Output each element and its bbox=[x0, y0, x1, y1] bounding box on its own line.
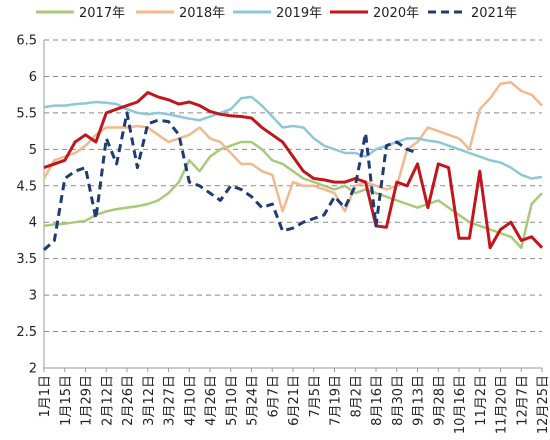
x-tick-label: 6月21日 bbox=[287, 375, 302, 426]
gridlines bbox=[43, 39, 542, 369]
y-tick-label: 5.5 bbox=[16, 106, 37, 121]
x-tick-label: 9月28日 bbox=[432, 375, 447, 426]
x-tick-label: 10月16日 bbox=[453, 375, 468, 434]
y-tick-label: 4.5 bbox=[16, 179, 37, 194]
x-tick-label: 7月19日 bbox=[329, 375, 344, 426]
chart-legend: 2017年 2018年 2019年 2020年 2021年 bbox=[36, 6, 517, 21]
x-tick-label: 5月24日 bbox=[246, 375, 261, 426]
legend-item-2019: 2019年 bbox=[233, 6, 322, 21]
y-tick-label: 2 bbox=[29, 362, 37, 377]
x-tick-label: 12月25日 bbox=[536, 375, 550, 434]
x-tick-label: 6月7日 bbox=[266, 375, 281, 418]
x-tick-label: 3月27日 bbox=[163, 375, 178, 426]
x-tick-label: 7月5日 bbox=[308, 375, 323, 418]
legend-label: 2020年 bbox=[373, 6, 419, 21]
legend-label: 2018年 bbox=[179, 6, 225, 21]
y-axis-ticks: 2 2.5 3 3.5 4 4.5 5 5.5 6 6.5 bbox=[16, 34, 37, 377]
legend-label: 2017年 bbox=[79, 6, 125, 21]
series-line-2017 bbox=[43, 140, 543, 249]
legend-item-2021: 2021年 bbox=[428, 6, 517, 21]
legend-item-2018: 2018年 bbox=[136, 6, 225, 21]
x-axis-ticks: 1月1日 1月15日 1月29日 2月12日 2月26日 3月12日 3月27日 4月10日 4… bbox=[38, 368, 550, 434]
x-tick-label: 8月16日 bbox=[370, 375, 385, 426]
series-line-2018 bbox=[42, 81, 543, 213]
x-tick-label: 1月1日 bbox=[38, 375, 53, 418]
x-tick-label: 4月10日 bbox=[183, 375, 198, 426]
x-tick-label: 11月2日 bbox=[474, 375, 489, 426]
legend-label: 2021年 bbox=[471, 6, 517, 21]
x-tick-label: 12月7日 bbox=[515, 375, 530, 426]
x-tick-label: 3月12日 bbox=[142, 375, 157, 426]
y-tick-label: 4 bbox=[29, 216, 37, 231]
y-tick-label: 3 bbox=[29, 289, 37, 304]
y-tick-label: 5 bbox=[29, 143, 37, 158]
x-tick-label: 2月26日 bbox=[121, 375, 136, 426]
y-tick-label: 6 bbox=[29, 70, 37, 85]
legend-item-2020: 2020年 bbox=[330, 6, 419, 21]
x-tick-label: 11月20日 bbox=[495, 375, 510, 434]
x-tick-label: 1月15日 bbox=[59, 375, 74, 426]
x-tick-label: 8月2日 bbox=[349, 375, 364, 418]
x-tick-label: 8月30日 bbox=[391, 375, 406, 426]
legend-label: 2019年 bbox=[276, 6, 322, 21]
series-lines bbox=[42, 81, 544, 252]
x-tick-label: 4月26日 bbox=[204, 375, 219, 426]
series-line-2020 bbox=[43, 91, 544, 250]
y-tick-label: 2.5 bbox=[16, 325, 37, 340]
x-tick-label: 5月10日 bbox=[225, 375, 240, 426]
x-tick-label: 1月29日 bbox=[80, 375, 95, 426]
x-tick-label: 2月12日 bbox=[100, 375, 115, 426]
y-tick-label: 6.5 bbox=[16, 34, 37, 49]
series-line-2019 bbox=[43, 95, 543, 180]
y-tick-label: 3.5 bbox=[16, 252, 37, 267]
legend-item-2017: 2017年 bbox=[36, 6, 125, 21]
x-tick-label: 9月13日 bbox=[412, 375, 427, 426]
